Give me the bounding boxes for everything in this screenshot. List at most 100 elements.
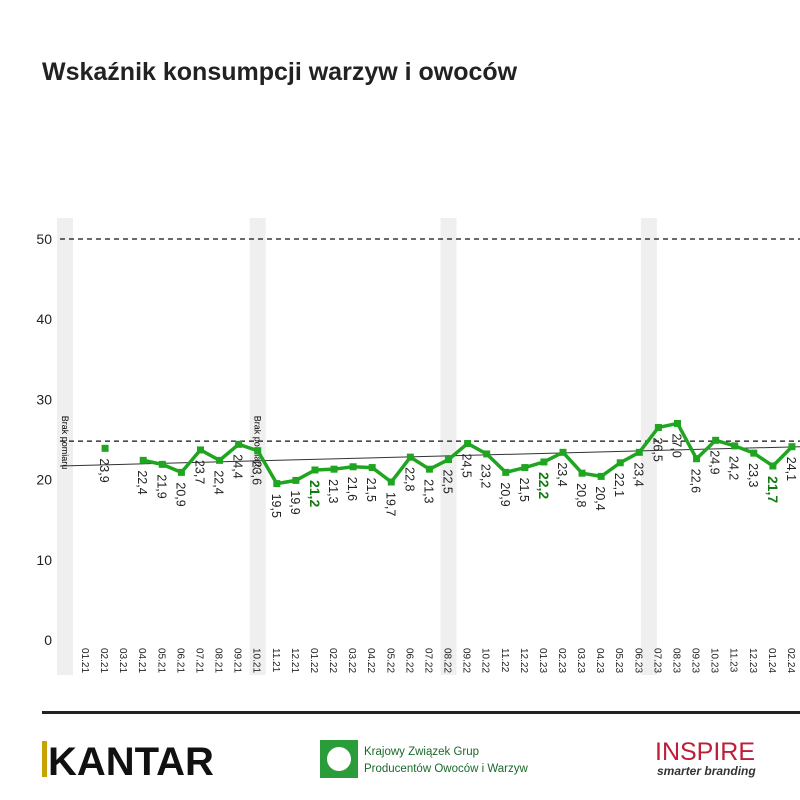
x-tick-label: 10.23 — [709, 648, 720, 673]
y-tick-label: 30 — [36, 391, 52, 407]
point-marker — [425, 465, 433, 473]
trend-line — [59, 446, 800, 467]
x-tick-label: 05.21 — [155, 648, 166, 673]
value-label: 19,9 — [288, 490, 302, 514]
value-label: 21,7 — [765, 476, 781, 503]
value-label: 19,7 — [383, 492, 397, 516]
value-label: 26,5 — [650, 437, 664, 461]
x-tick-label: 09.22 — [461, 648, 472, 673]
x-tick-label: 12.22 — [518, 648, 529, 673]
y-tick-label: 40 — [36, 311, 52, 327]
x-tick-label: 03.21 — [117, 648, 128, 673]
point-marker — [769, 462, 777, 470]
point-marker — [750, 449, 758, 457]
x-tick-label: 08.22 — [442, 648, 453, 673]
x-tick-label: 07.23 — [651, 648, 662, 673]
value-label: 22,1 — [612, 473, 626, 497]
annotation: Brak pomiaru — [253, 416, 263, 470]
point-marker — [254, 447, 262, 455]
point-marker — [139, 456, 147, 464]
x-tick-label: 04.21 — [136, 648, 147, 673]
point-marker — [196, 446, 204, 454]
y-tick-label: 0 — [44, 632, 52, 648]
x-tick-label: 01.21 — [79, 648, 90, 673]
value-label: 21,5 — [517, 478, 531, 502]
point-marker — [349, 463, 357, 471]
point-marker — [368, 464, 376, 472]
point-marker — [540, 458, 548, 466]
value-label: 22,4 — [212, 470, 226, 494]
value-label: 23,4 — [555, 462, 569, 486]
value-label: 22,5 — [441, 470, 455, 494]
inspire-logo: INSPIRE — [655, 738, 755, 766]
value-label: 24,2 — [727, 456, 741, 480]
footer: KANTAR Krajowy Związek Grup Producentów … — [42, 711, 800, 784]
x-tick-label: 09.21 — [232, 648, 243, 673]
point-marker — [731, 442, 739, 450]
x-tick-label: 01.24 — [766, 648, 777, 673]
x-tick-label: 06.22 — [403, 648, 414, 673]
point-marker — [101, 444, 109, 452]
value-label: 20,9 — [173, 482, 187, 506]
value-label: 22,6 — [689, 469, 703, 493]
footer-rule — [42, 711, 800, 714]
y-tick-label: 50 — [36, 231, 52, 247]
value-label: 23,9 — [97, 458, 111, 482]
x-tick-label: 12.23 — [747, 648, 758, 673]
y-tick-label: 10 — [36, 552, 52, 568]
point-marker — [693, 455, 701, 463]
value-label: 24,4 — [231, 454, 245, 478]
value-label: 20,8 — [574, 483, 588, 507]
x-tick-label: 09.23 — [690, 648, 701, 673]
value-label: 24,5 — [460, 454, 474, 478]
gray-band — [249, 218, 266, 675]
x-tick-label: 04.22 — [365, 648, 376, 673]
point-marker — [445, 456, 453, 464]
x-tick-label: 07.22 — [422, 648, 433, 673]
gray-band — [440, 218, 457, 675]
point-marker — [158, 460, 166, 468]
point-marker — [273, 480, 281, 488]
inspire-tagline: smarter branding — [657, 764, 756, 778]
value-label: 21,3 — [326, 479, 340, 503]
gray-band — [640, 218, 657, 675]
point-marker — [502, 468, 510, 476]
value-label: 21,9 — [154, 474, 168, 498]
value-label: 23,7 — [192, 460, 206, 484]
point-marker — [406, 453, 414, 461]
gray-band — [57, 218, 73, 675]
point-marker — [330, 465, 338, 473]
x-tick-label: 10.21 — [251, 648, 262, 673]
value-label: 20,4 — [593, 486, 607, 510]
x-tick-label: 02.24 — [785, 648, 796, 673]
value-label: 21,5 — [364, 478, 378, 502]
value-label: 24,1 — [784, 457, 798, 481]
annotation: Brak pomiaru — [60, 416, 70, 470]
x-tick-label: 11.22 — [499, 648, 510, 673]
x-tick-label: 11.23 — [728, 648, 739, 673]
x-tick-label: 03.23 — [575, 648, 586, 673]
value-label: 20,9 — [498, 482, 512, 506]
x-tick-label: 01.22 — [308, 648, 319, 673]
x-tick-label: 12.21 — [289, 648, 300, 673]
x-tick-label: 08.23 — [670, 648, 681, 673]
x-tick-label: 05.23 — [613, 648, 624, 673]
point-marker — [235, 440, 243, 448]
kzgp-line1: Krajowy Związek Grup — [364, 746, 479, 758]
x-tick-label: 08.21 — [213, 648, 224, 673]
point-marker — [521, 464, 529, 472]
chart-title: Wskaźnik konsumpcji warzyw i owoców — [42, 58, 518, 86]
x-tick-label: 04.23 — [594, 648, 605, 673]
y-tick-label: 20 — [36, 472, 52, 488]
point-marker — [483, 450, 491, 458]
point-marker — [654, 423, 662, 431]
point-marker — [616, 459, 624, 467]
x-tick-label: 02.22 — [327, 648, 338, 673]
value-label: 22,2 — [536, 472, 552, 499]
x-tick-label: 06.21 — [174, 648, 185, 673]
point-marker — [387, 478, 395, 486]
point-marker — [177, 468, 185, 476]
point-marker — [712, 436, 720, 444]
